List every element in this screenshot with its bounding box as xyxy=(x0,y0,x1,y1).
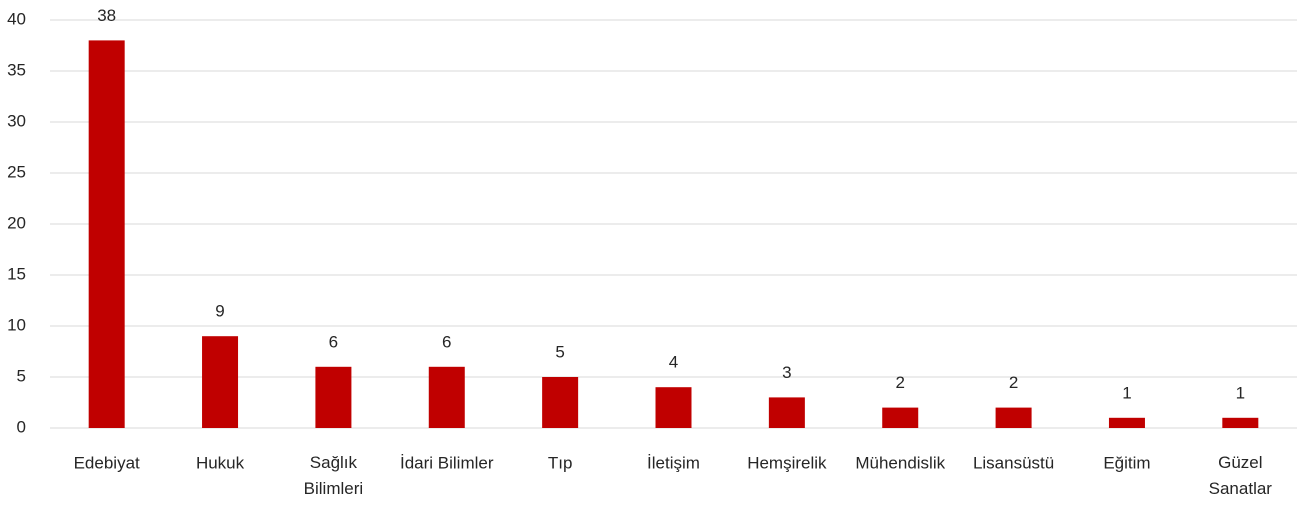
data-label: 5 xyxy=(555,342,564,361)
x-tick-label: Eğitim xyxy=(1103,453,1150,472)
bar xyxy=(202,336,239,428)
bar xyxy=(315,366,352,428)
y-tick-label: 35 xyxy=(7,60,26,79)
bar xyxy=(428,366,465,428)
x-tick-label: Güzel Sanatlar xyxy=(1209,453,1273,498)
y-tick-label: 40 xyxy=(7,9,26,28)
bar xyxy=(995,407,1032,428)
data-label: 9 xyxy=(215,302,224,321)
y-tick-label: 25 xyxy=(7,162,26,181)
x-tick-label: Tıp xyxy=(548,453,573,472)
data-label: 2 xyxy=(895,373,904,392)
bar xyxy=(88,40,125,429)
x-tick-label: Hemşirelik xyxy=(747,453,827,472)
bar xyxy=(1108,417,1145,428)
x-tick-label: İdari Bilimler xyxy=(400,453,494,472)
data-label: 38 xyxy=(97,6,116,25)
x-tick-label: Sağlık Bilimleri xyxy=(304,453,364,498)
bar xyxy=(768,397,805,428)
y-tick-label: 30 xyxy=(7,111,26,130)
data-label: 4 xyxy=(669,353,678,372)
data-label: 3 xyxy=(782,363,791,382)
x-tick-label: Hukuk xyxy=(196,453,245,472)
bar xyxy=(542,377,579,428)
data-label: 6 xyxy=(329,332,338,351)
y-tick-label: 0 xyxy=(17,417,26,436)
x-tick-label: İletişim xyxy=(647,453,700,472)
data-label: 1 xyxy=(1236,383,1245,402)
bar xyxy=(1222,417,1259,428)
y-tick-label: 5 xyxy=(17,366,26,385)
y-tick-label: 15 xyxy=(7,264,26,283)
x-tick-label: Lisansüstü xyxy=(973,453,1054,472)
bar xyxy=(655,387,692,428)
bar xyxy=(882,407,919,428)
y-tick-label: 20 xyxy=(7,213,26,232)
x-tick-label: Edebiyat xyxy=(74,453,140,472)
y-tick-label: 10 xyxy=(7,315,26,334)
data-label: 1 xyxy=(1122,383,1131,402)
data-label: 6 xyxy=(442,332,451,351)
data-label: 2 xyxy=(1009,373,1018,392)
x-tick-label: Mühendislik xyxy=(855,453,945,472)
